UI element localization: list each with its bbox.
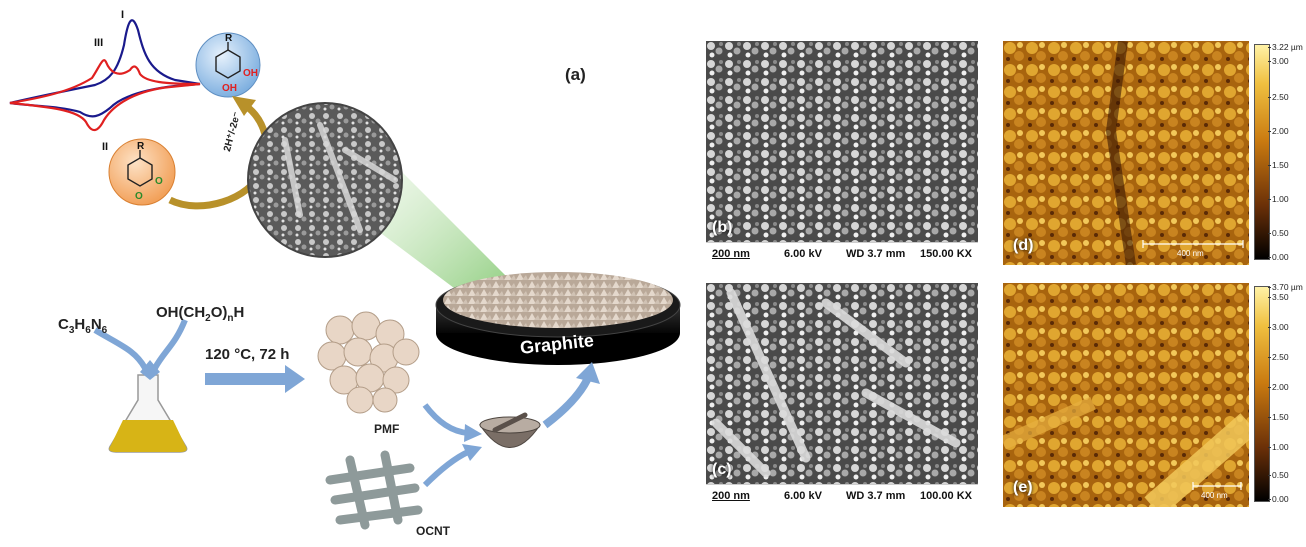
colorbar-tick: 1.00 [1268, 194, 1289, 204]
catechol-oh: OH [243, 68, 258, 79]
colorbar-tick: 0.50 [1268, 228, 1289, 238]
pmf-label: PMF [374, 422, 400, 436]
catechol-r: R [225, 33, 233, 44]
redox-arrow-head [232, 96, 256, 116]
afm-image-e: 400 nm (e) [1003, 283, 1249, 507]
quinone-o: O [135, 191, 143, 202]
ocnt-tubes [325, 450, 423, 530]
sem-image-c: (c) 200 nm 6.00 kV WD 3.7 mm 100.00 KX [706, 283, 978, 509]
working-distance-label: WD 3.7 mm [846, 490, 906, 502]
reagent-arrow [152, 318, 188, 370]
scale-bar-label: 400 nm [1177, 249, 1204, 258]
colorbar-max-label: 3.22 µm [1268, 42, 1303, 52]
colorbar-tick: 0.00 [1268, 252, 1289, 262]
colorbar-tick: 1.50 [1268, 160, 1289, 170]
panel-label-b: (b) [712, 219, 733, 236]
colorbar-tick: 2.50 [1268, 92, 1289, 102]
panel-label-d: (d) [1013, 237, 1034, 254]
voltage-label: 6.00 kV [784, 490, 822, 502]
flask [108, 374, 188, 453]
colorbar-tick: 2.00 [1268, 382, 1289, 392]
scheme-graphics: I III II R OH OH R O O [9, 9, 681, 530]
working-distance-label: WD 3.7 mm [846, 248, 906, 260]
quinone-o: O [155, 176, 163, 187]
coat-arrow [542, 376, 592, 429]
sem-texture [706, 41, 978, 243]
colorbar-tick: 3.00 [1268, 56, 1289, 66]
colorbar-e [1254, 286, 1270, 502]
panel-label-e: (e) [1013, 479, 1033, 496]
catechol-oh: OH [222, 83, 237, 94]
colorbar-tick: 2.00 [1268, 126, 1289, 136]
colorbar-tick: 2.50 [1268, 352, 1289, 362]
synthesis-scheme: I III II R OH OH R O O [9, 9, 681, 538]
colorbar-tick: 1.00 [1268, 442, 1289, 452]
afm-texture [1003, 283, 1249, 507]
conditions-arrow [205, 373, 285, 385]
electrode-coating [443, 272, 673, 328]
pmf-spheres [317, 311, 420, 414]
sem-image-b: (b) 200 nm 6.00 kV WD 3.7 mm 150.00 KX [706, 41, 978, 267]
panel-label-a: (a) [565, 65, 586, 84]
cv-peak-label: III [94, 37, 103, 49]
colorbar-d [1254, 44, 1270, 260]
reaction-conditions: 120 °C, 72 h [205, 346, 290, 363]
sem-info-bar: 200 nm 6.00 kV WD 3.7 mm 150.00 KX [706, 242, 978, 267]
magnification-label: 100.00 KX [920, 490, 972, 502]
quinone-molecule [127, 150, 153, 187]
scale-bar-label: 200 nm [712, 248, 750, 260]
colorbar-tick: 0.00 [1268, 494, 1289, 504]
panel-label-c: (c) [712, 461, 732, 478]
colorbar-tick: 3.00 [1268, 322, 1289, 332]
reagent-paraformaldehyde: OH(CH2O)nH [156, 304, 245, 324]
cv-peak-label: I [121, 9, 124, 21]
colorbar-tick: 0.50 [1268, 470, 1289, 480]
sem-texture [706, 283, 978, 485]
voltage-label: 6.00 kV [784, 248, 822, 260]
quinone-r: R [137, 141, 145, 152]
cv-curve [9, 19, 201, 132]
catechol-molecule [215, 42, 241, 79]
colorbar-tick: 3.50 [1268, 292, 1289, 302]
colorbar-tick: 1.50 [1268, 412, 1289, 422]
mortar [479, 412, 541, 448]
scale-bar-label: 200 nm [712, 490, 750, 502]
quinone-circle [108, 138, 176, 206]
mix-arrow [422, 449, 470, 488]
afm-image-d: 400 nm (d) [1003, 41, 1249, 265]
colorbar-max-label: 3.70 µm [1268, 282, 1303, 292]
ocnt-label: OCNT [416, 524, 450, 538]
reagent-melamine: C3H6N6 [58, 316, 108, 336]
cv-peak-label: II [102, 141, 108, 153]
magnification-label: 150.00 KX [920, 248, 972, 260]
reagent-arrow [93, 327, 148, 370]
sem-info-bar: 200 nm 6.00 kV WD 3.7 mm 100.00 KX [706, 484, 978, 509]
zoom-beam [370, 165, 520, 300]
afm-texture [1003, 41, 1249, 265]
sem-inset-fibers [282, 122, 398, 233]
mix-arrow [422, 403, 469, 436]
scale-bar-label: 400 nm [1201, 491, 1228, 500]
catechol-circle [195, 32, 261, 98]
